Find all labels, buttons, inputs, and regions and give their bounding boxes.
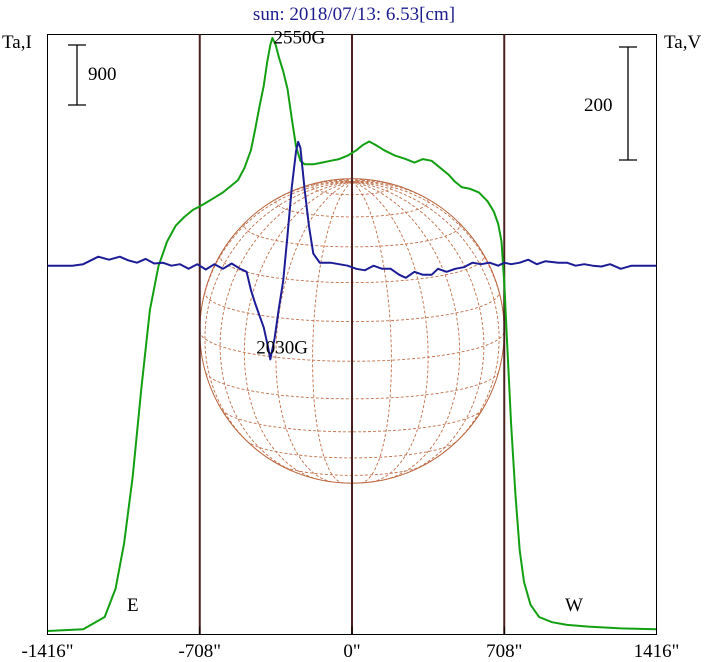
annotation-2030g: 2030G: [256, 337, 308, 358]
series-V-line: [47, 140, 657, 361]
series-I-line: [47, 37, 657, 632]
longitude-line: [351, 180, 400, 187]
scale-bar-right: [619, 46, 637, 161]
x-tick-label: -1416": [21, 641, 73, 662]
longitude-line: [351, 181, 439, 207]
longitude-line: [336, 179, 353, 183]
reference-lines: [198, 34, 506, 635]
x-tick-label: -708": [178, 641, 221, 662]
longitude-line: [351, 178, 359, 183]
longitude-line: [345, 178, 353, 183]
longitude-line: [312, 181, 353, 484]
longitude-line: [304, 180, 353, 187]
longitude-line: [351, 181, 429, 483]
latitude-line: [221, 409, 483, 433]
longitude-line: [351, 181, 485, 474]
west-label: W: [565, 595, 583, 616]
latitude-line: [199, 330, 505, 362]
longitude-line: [351, 181, 392, 484]
latitude-line: [327, 480, 377, 484]
x-axis-ticks: -1416" -708" 0" 708" 1416": [21, 626, 680, 662]
annotation-2550g: 2550G: [273, 28, 325, 49]
chart-title: sun: 2018/07/13: 6.53[cm]: [253, 4, 455, 25]
longitude-line: [275, 181, 353, 483]
left-axis-label: Ta,I: [2, 32, 32, 53]
x-tick-label: 708": [486, 641, 522, 662]
longitude-line: [265, 181, 353, 207]
longitude-line: [199, 181, 353, 332]
longitude-line: [204, 181, 353, 453]
longitude-line: [351, 181, 500, 453]
scale-bar-left: [68, 44, 86, 106]
longitude-line: [219, 181, 353, 474]
x-tick-label: 0": [343, 641, 360, 662]
east-label: E: [127, 595, 139, 616]
longitude-line: [351, 179, 368, 183]
x-tick-label: 1416": [634, 641, 680, 662]
longitude-line: [351, 181, 505, 332]
longitude-line: [351, 181, 461, 480]
scale-bar-left-label: 900: [88, 64, 117, 85]
series-layer: [47, 37, 657, 632]
longitude-line: [243, 181, 353, 480]
right-axis-label: Ta,V: [664, 32, 701, 53]
scale-bar-right-label: 200: [584, 95, 613, 116]
